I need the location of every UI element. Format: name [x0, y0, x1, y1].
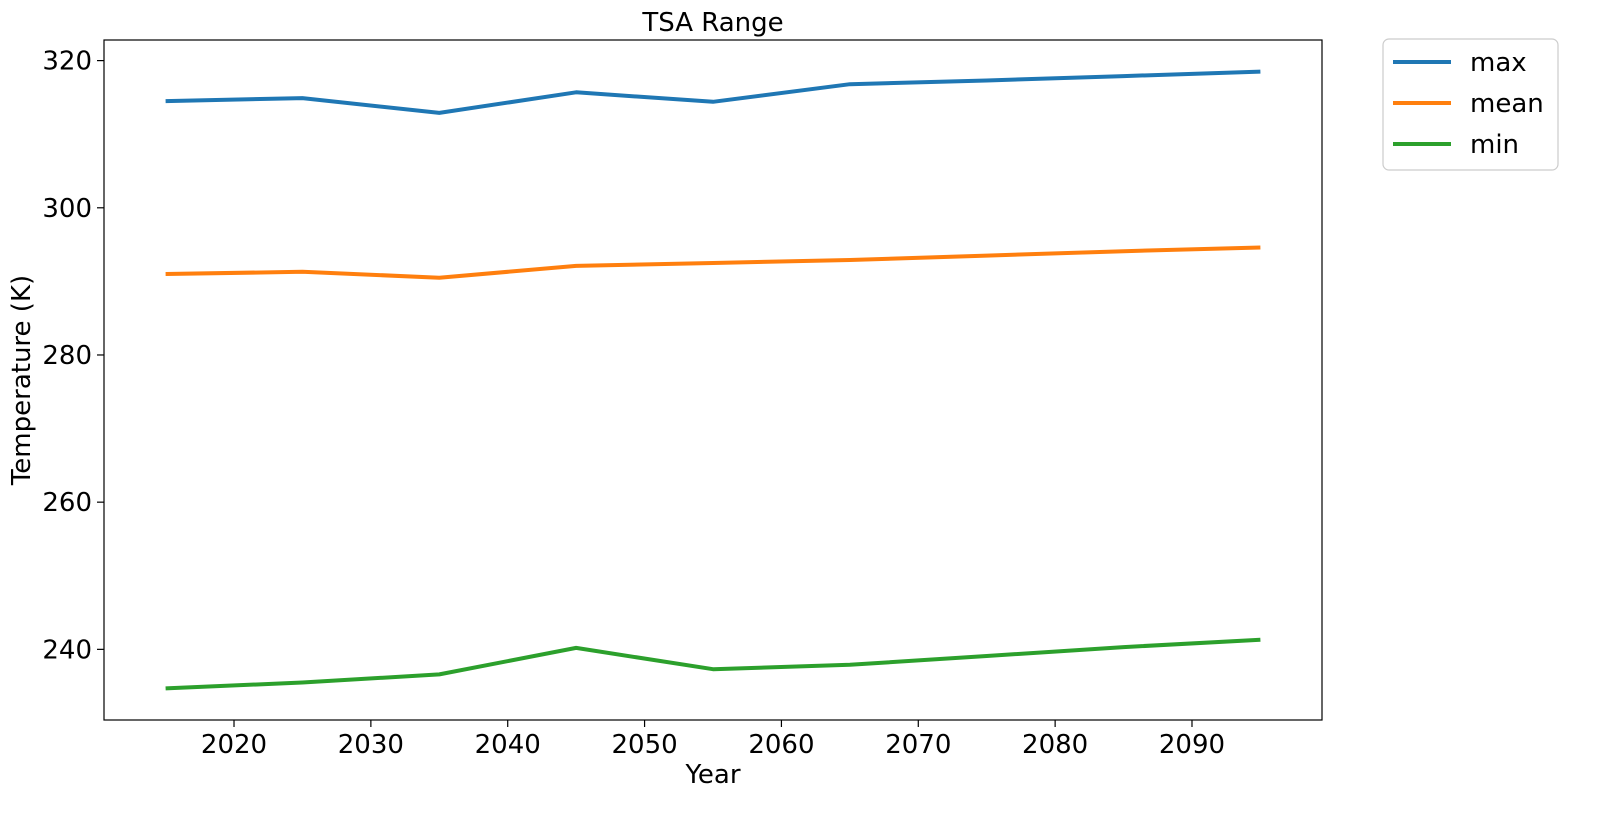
y-tick-label: 320 [42, 47, 92, 77]
plot-border [103, 39, 1323, 721]
x-tick-label: 2060 [748, 730, 814, 760]
chart-title: TSA Range [641, 8, 783, 38]
legend: max mean min [1382, 38, 1559, 171]
y-tick-label: 260 [42, 488, 92, 518]
x-tick-label: 2040 [475, 730, 541, 760]
x-axis: 2020 2030 2040 2050 2060 2070 2080 2090 [201, 720, 1225, 760]
y-tick-label: 280 [42, 341, 92, 371]
x-tick-label: 2080 [1022, 730, 1088, 760]
y-axis-label: Temperature (K) [7, 275, 37, 486]
plot-background [104, 40, 1322, 720]
legend-label-max: max [1470, 48, 1527, 78]
legend-items: max mean min [1393, 48, 1544, 160]
y-tick-label: 240 [42, 635, 92, 665]
y-tick-label: 300 [42, 194, 92, 224]
series-line-mean [165, 245, 1261, 280]
series-line-max [165, 69, 1261, 115]
series-line-min [165, 637, 1261, 691]
x-tick-label: 2050 [611, 730, 677, 760]
legend-label-min: min [1470, 130, 1519, 160]
legend-label-mean: mean [1470, 89, 1544, 119]
series-layer [165, 69, 1261, 691]
y-axis: 240 260 280 300 320 [42, 47, 104, 665]
legend-box [1382, 38, 1559, 171]
x-tick-label: 2090 [1159, 730, 1225, 760]
plot-area [103, 39, 1323, 721]
x-tick-label: 2070 [885, 730, 951, 760]
x-tick-label: 2020 [201, 730, 267, 760]
x-axis-label: Year [684, 760, 740, 790]
x-tick-label: 2030 [338, 730, 404, 760]
